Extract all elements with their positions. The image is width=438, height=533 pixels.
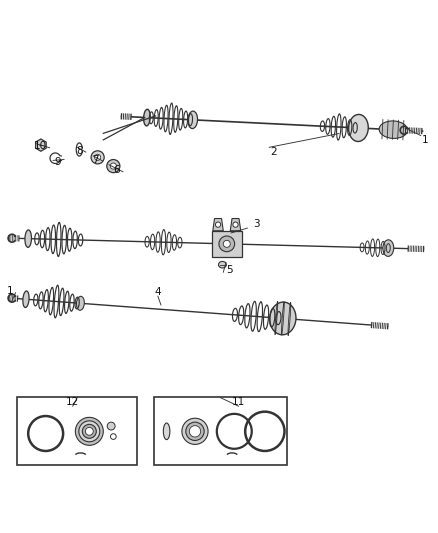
Circle shape [233,222,238,227]
Ellipse shape [110,163,117,169]
Polygon shape [213,219,223,231]
Bar [17,398,138,465]
Text: 9: 9 [54,157,61,167]
Ellipse shape [144,109,150,126]
Ellipse shape [270,302,296,335]
Polygon shape [230,219,241,231]
Circle shape [189,426,201,437]
Text: 4: 4 [155,287,161,297]
Circle shape [219,236,235,252]
Ellipse shape [379,121,407,139]
Ellipse shape [107,422,115,430]
Ellipse shape [219,261,226,268]
Circle shape [82,424,96,438]
Circle shape [75,417,103,445]
Text: 8: 8 [76,146,83,156]
Circle shape [223,240,230,247]
Text: 6: 6 [113,165,120,175]
Text: 12: 12 [66,397,79,407]
Ellipse shape [95,154,101,160]
Text: 11: 11 [232,397,245,407]
Circle shape [79,421,100,442]
Ellipse shape [77,296,85,310]
Ellipse shape [163,423,170,440]
Text: 3: 3 [253,219,259,229]
Circle shape [85,427,93,435]
Circle shape [215,222,221,227]
Ellipse shape [188,111,198,128]
Text: 1: 1 [422,135,428,145]
Text: 5: 5 [226,265,233,275]
Bar [153,398,287,465]
Circle shape [186,422,204,440]
Text: 7: 7 [92,155,99,165]
Text: 10: 10 [34,141,47,151]
Text: 1: 1 [7,286,14,295]
Circle shape [182,418,208,445]
Ellipse shape [23,291,29,308]
Ellipse shape [91,151,104,164]
Ellipse shape [383,240,394,256]
Text: 2: 2 [270,147,277,157]
Ellipse shape [25,230,32,247]
Polygon shape [212,231,242,257]
Ellipse shape [107,159,120,173]
Ellipse shape [349,115,368,141]
